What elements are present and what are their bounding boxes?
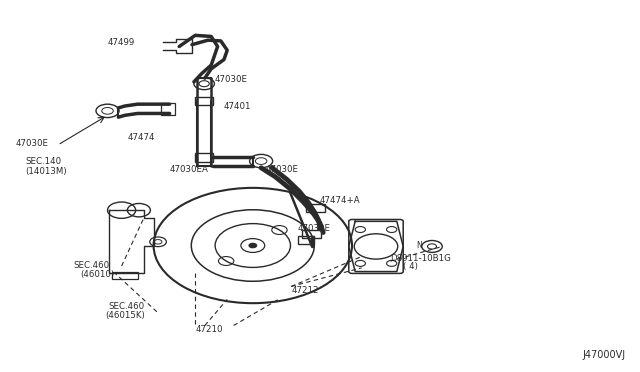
Text: 47401: 47401 (224, 102, 252, 110)
Bar (112, 272, 138, 279)
Bar (195, 153, 213, 162)
Bar (302, 230, 321, 238)
Text: SEC.460: SEC.460 (74, 262, 109, 270)
Bar (306, 204, 325, 212)
Text: N: N (417, 241, 422, 250)
Text: D8911-10B1G: D8911-10B1G (390, 254, 451, 263)
Bar (161, 103, 175, 115)
Text: 47030E: 47030E (214, 76, 248, 84)
Text: 47212: 47212 (291, 286, 319, 295)
Text: SEC.140: SEC.140 (26, 157, 61, 166)
Text: (46015K): (46015K) (106, 311, 145, 320)
Text: 47030EA: 47030EA (170, 165, 209, 174)
Text: SEC.460: SEC.460 (109, 302, 145, 311)
Bar (195, 97, 213, 105)
Text: (14013M): (14013M) (26, 167, 67, 176)
Text: 47030E: 47030E (298, 224, 331, 233)
Circle shape (249, 243, 257, 248)
Bar (298, 236, 314, 244)
Text: J47000VJ: J47000VJ (582, 350, 625, 360)
Text: 47474: 47474 (128, 133, 156, 142)
Text: ( 4): ( 4) (403, 262, 418, 271)
Text: 47474+A: 47474+A (320, 196, 360, 205)
Circle shape (428, 244, 436, 249)
Text: (46010): (46010) (80, 270, 114, 279)
Text: 47030E: 47030E (266, 165, 299, 174)
Text: 47030E: 47030E (16, 139, 49, 148)
Text: 47499: 47499 (107, 38, 134, 47)
Text: 47210: 47210 (195, 325, 223, 334)
